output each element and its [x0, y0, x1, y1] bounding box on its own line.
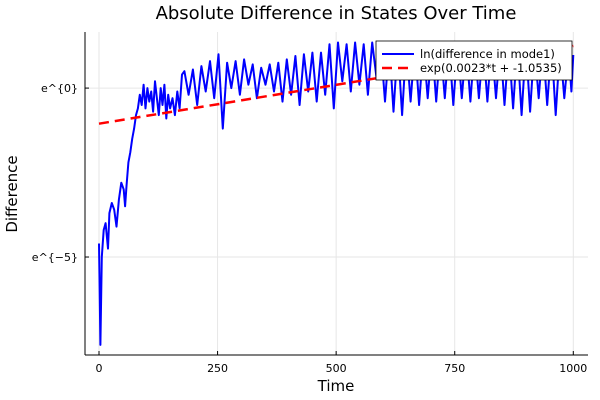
legend: ln(difference in mode1) exp(0.0023*t + -…	[375, 40, 573, 81]
legend-label-1: exp(0.0023*t + -1.0535)	[420, 61, 562, 75]
y-ticks: e^{0} e^{−5}	[32, 82, 89, 264]
chart-title: Absolute Difference in States Over Time	[156, 3, 517, 24]
y-tick-label: e^{0}	[41, 82, 78, 95]
x-tick-label: 250	[207, 362, 228, 375]
legend-label-0: ln(difference in mode1)	[420, 47, 555, 61]
legend-box	[375, 40, 573, 81]
x-ticks: 0 250 500 750 1000	[95, 351, 587, 375]
y-axis-label: Difference	[3, 155, 21, 232]
x-tick-label: 750	[444, 362, 465, 375]
x-tick-label: 0	[95, 362, 102, 375]
y-tick-label: e^{−5}	[32, 251, 78, 264]
x-tick-label: 500	[326, 362, 347, 375]
x-axis-label: Time	[317, 377, 355, 395]
x-tick-label: 1000	[559, 362, 587, 375]
